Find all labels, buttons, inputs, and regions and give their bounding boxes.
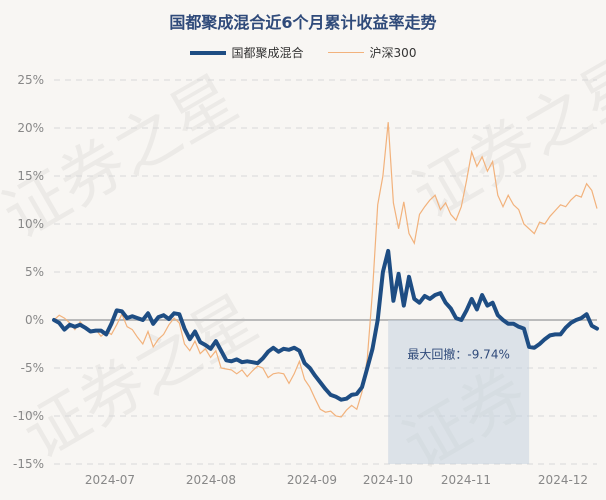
y-tick-label: -5% (21, 361, 44, 375)
series-line-fund (52, 248, 599, 402)
drawdown-area (388, 320, 530, 464)
svg-text:证券之星: 证券之星 (11, 282, 270, 474)
legend-swatch-index (327, 52, 364, 53)
x-tick-label: 2024-12 (538, 473, 588, 487)
y-tick-label: 10% (17, 217, 44, 231)
series-line-index (53, 122, 598, 418)
x-tick-label: 2024-10 (363, 473, 413, 487)
drawdown-label: 最大回撤：-9.74% (407, 346, 509, 361)
legend: 国都聚成混合 沪深300 (0, 44, 606, 61)
y-tick-label: 25% (17, 73, 44, 87)
x-tick-label: 2024-07 (85, 473, 135, 487)
x-tick-label: 2024-08 (186, 473, 236, 487)
y-tick-label: 15% (17, 169, 44, 183)
x-tick-label: 2024-09 (287, 473, 337, 487)
legend-label-index: 沪深300 (369, 46, 417, 60)
x-tick-label: 2024-11 (441, 473, 491, 487)
y-tick-label: -15% (13, 457, 44, 471)
y-tick-label: 0% (25, 313, 44, 327)
legend-label-fund: 国都聚成混合 (231, 46, 304, 60)
y-tick-label: -10% (13, 409, 44, 423)
y-tick-label: 5% (25, 265, 44, 279)
legend-swatch-fund (189, 50, 226, 55)
y-axis-ticks: 25% 20% 15% 10% 5% 0% -5% -10% -15% (13, 73, 44, 471)
chart-title: 国都聚成混合近6个月累计收益率走势 (169, 13, 437, 32)
x-axis-ticks: 2024-07 2024-08 2024-09 2024-10 2024-11 2024-… (85, 473, 588, 487)
legend-item-index[interactable]: 沪深300 (327, 44, 417, 61)
legend-item-fund[interactable]: 国都聚成混合 (189, 44, 304, 61)
y-tick-label: 20% (17, 121, 44, 135)
